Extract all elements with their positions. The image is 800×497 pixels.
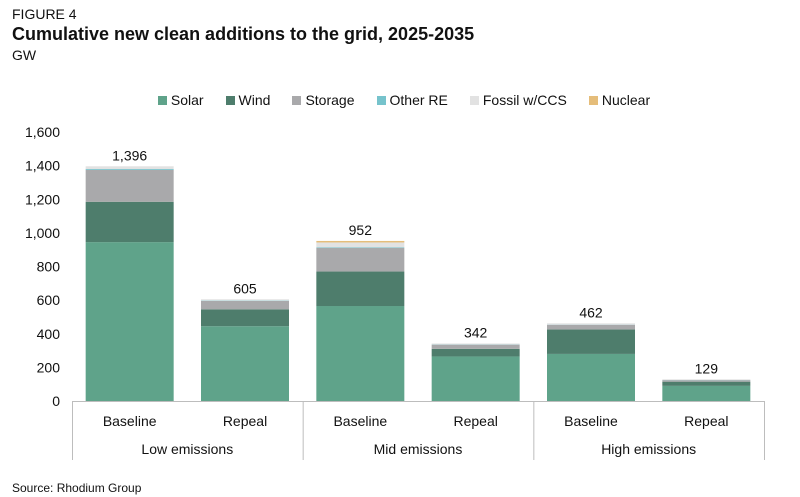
bar-segment-wind <box>201 309 289 327</box>
legend-item-nuclear: Nuclear <box>581 92 650 108</box>
x-category-label: Repeal <box>453 413 497 429</box>
x-group-label: Low emissions <box>141 441 233 457</box>
bar-segment-solar <box>662 385 751 401</box>
bar-segment-storage <box>547 324 635 330</box>
bar-segment-storage <box>662 380 751 382</box>
bar-total-label: 129 <box>695 360 719 376</box>
legend-swatch <box>469 95 479 105</box>
bar-segment-solar <box>201 326 289 401</box>
bar-segment-fossil-w-ccs <box>85 166 174 169</box>
bar-segment-wind <box>662 381 751 386</box>
legend-label: Other RE <box>389 92 448 108</box>
x-group-label: High emissions <box>601 441 696 457</box>
bar-total-label: 605 <box>233 280 257 296</box>
y-tick-label: 1,600 <box>25 124 60 140</box>
bar-segment-solar <box>547 353 635 401</box>
bar-segment-nuclear <box>316 240 405 243</box>
bar-total-label: 342 <box>464 325 488 341</box>
bar-segment-storage <box>316 248 405 272</box>
bar-total-label: 952 <box>349 222 373 238</box>
legend-label: Storage <box>305 92 355 108</box>
bar-segment-solar <box>431 356 520 401</box>
figure-label: FIGURE 4 <box>12 6 77 22</box>
y-tick-label: 400 <box>37 326 61 342</box>
bar-segment-wind <box>316 271 405 307</box>
y-tick-label: 600 <box>37 292 61 308</box>
bar-segment-other-re <box>316 247 405 249</box>
x-category-label: Repeal <box>223 413 267 429</box>
x-group-label: Mid emissions <box>374 441 463 457</box>
bar-total-label: 462 <box>579 304 603 320</box>
bar-segment-fossil-w-ccs <box>316 242 405 248</box>
bar-segment-solar <box>316 306 405 401</box>
chart-legend: Solar Wind Storage Other RE Fossil w/CCS Nucl… <box>0 92 800 108</box>
bar-segment-wind <box>547 329 635 354</box>
legend-label: Solar <box>170 92 204 108</box>
legend-item-fossil-w-ccs: Fossil w/CCS <box>462 92 567 108</box>
x-category-label: Repeal <box>684 413 728 429</box>
y-tick-label: 0 <box>52 393 60 409</box>
bar-segment-storage <box>85 169 174 202</box>
chart-title: Cumulative new clean additions to the gr… <box>12 24 475 44</box>
legend-swatch <box>225 95 235 105</box>
bar-segment-other-re <box>85 168 174 170</box>
bar-segment-wind <box>85 201 174 243</box>
y-tick-label: 1,400 <box>25 158 60 174</box>
source-note: Source: Rhodium Group <box>12 481 142 495</box>
legend-label: Fossil w/CCS <box>482 92 567 108</box>
y-tick-label: 800 <box>37 259 61 275</box>
y-tick-label: 200 <box>37 359 61 375</box>
bar-segment-wind <box>431 348 520 357</box>
legend-label: Nuclear <box>601 92 651 108</box>
bar-segment-fossil-w-ccs <box>431 343 520 345</box>
bar-segment-fossil-w-ccs <box>662 379 751 380</box>
legend-item-other-re: Other RE <box>369 92 448 108</box>
legend-label: Wind <box>238 92 271 108</box>
legend-swatch <box>292 95 302 105</box>
unit-label: GW <box>12 47 37 63</box>
x-category-label: Baseline <box>103 413 157 429</box>
legend-swatch <box>588 95 598 105</box>
legend-item-wind: Wind <box>218 92 271 108</box>
y-tick-label: 1,200 <box>25 191 60 207</box>
bar-segment-fossil-w-ccs <box>547 323 635 325</box>
x-category-label: Baseline <box>564 413 618 429</box>
bar-total-label: 1,396 <box>112 147 147 163</box>
x-category-label: Baseline <box>333 413 387 429</box>
bar-segment-fossil-w-ccs <box>201 299 289 301</box>
bar-segment-solar <box>85 242 174 401</box>
bar-segment-storage <box>431 344 520 349</box>
legend-swatch <box>157 95 167 105</box>
legend-swatch <box>376 95 386 105</box>
legend-item-storage: Storage <box>284 92 355 108</box>
bar-segment-storage <box>201 300 289 310</box>
legend-item-solar: Solar <box>150 92 204 108</box>
y-tick-label: 1,000 <box>25 225 60 241</box>
